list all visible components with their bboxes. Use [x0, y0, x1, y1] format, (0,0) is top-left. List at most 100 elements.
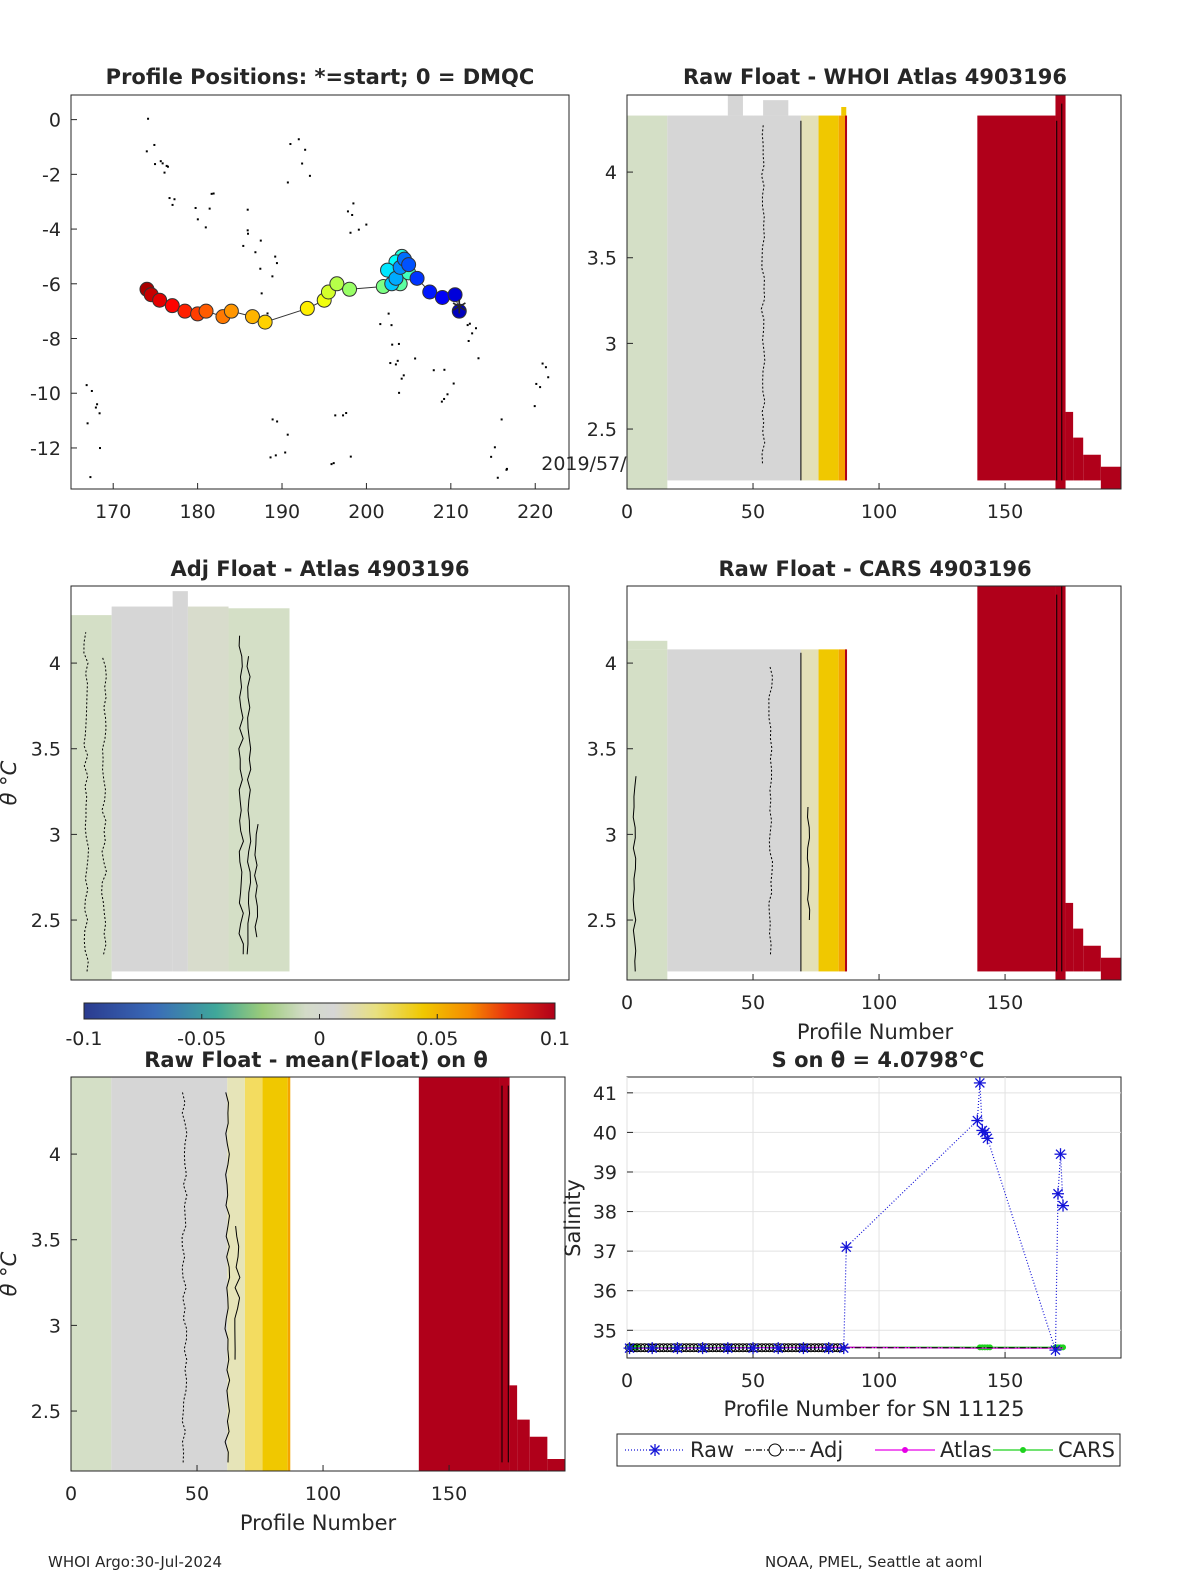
positions-xtick-label: 200: [348, 501, 384, 523]
profile-marker: [198, 303, 214, 319]
whoi-cell: [1100, 466, 1121, 489]
land-dot: [301, 162, 304, 165]
land-dot: [308, 174, 311, 177]
colorbar-tick-label: -0.1: [65, 1028, 102, 1050]
profile-marker: [342, 281, 358, 297]
positions-xtick-label: 180: [179, 501, 215, 523]
land-dot: [212, 192, 215, 195]
land-dot: [346, 210, 349, 213]
raw-star-stroke: [647, 1343, 658, 1354]
land-dot: [286, 433, 289, 436]
land-dot: [210, 192, 213, 195]
land-dot: [535, 382, 538, 385]
land-dot: [242, 244, 245, 247]
land-dot: [397, 342, 400, 345]
whoi-axes: [626, 94, 1122, 490]
mean-panel: Raw Float - mean(Float) on θ 0 50 100 150 4 3…: [0, 1048, 566, 1535]
whoi-cell: [763, 100, 789, 116]
raw-point: [721, 1342, 734, 1355]
land-dot: [266, 312, 269, 315]
positions-markers: *: [139, 248, 467, 330]
raw-point: [1051, 1187, 1064, 1200]
raw-star-stroke: [841, 1242, 852, 1253]
profile-marker: [447, 287, 463, 303]
land-dot: [275, 262, 278, 265]
land-dot: [389, 362, 392, 365]
positions-panel: Profile Positions: *=start; 0 = DMQC 170…: [30, 65, 651, 523]
mean-axes: [70, 1076, 566, 1472]
land-dot: [254, 251, 257, 254]
land-dot: [533, 405, 536, 408]
colorbar-tick-label: 0.1: [540, 1028, 570, 1050]
cars-ytick-label: 3.5: [587, 739, 617, 761]
raw-star-stroke: [798, 1343, 809, 1354]
footer-right: NOAA, PMEL, Seattle at aoml: [765, 1553, 982, 1571]
land-dot: [402, 374, 405, 377]
raw-point: [822, 1342, 835, 1355]
land-dot: [474, 327, 477, 330]
whoi-cell: [977, 115, 1056, 481]
cars-ytick-label: 4: [605, 653, 617, 675]
salinity-ytick-label: 38: [593, 1202, 617, 1224]
raw-star-stroke: [697, 1343, 708, 1354]
positions-xtick-label: 210: [433, 501, 469, 523]
cars-cell: [1065, 902, 1074, 972]
raw-star-stroke: [838, 1343, 849, 1354]
salinity-xtick-label: 100: [861, 1370, 897, 1392]
profile-marker: [451, 303, 467, 319]
land-dot: [271, 418, 274, 421]
salinity-axes: [626, 1076, 1122, 1359]
mean-cell: [262, 1077, 288, 1471]
positions-ytick-label: -6: [42, 274, 61, 296]
land-dot: [334, 414, 337, 417]
land-dot: [284, 451, 287, 454]
land-dot: [145, 150, 148, 153]
land-dot: [332, 462, 335, 465]
land-dot: [443, 397, 446, 400]
cars-cell: [818, 649, 839, 972]
raw-star-stroke: [823, 1343, 834, 1354]
land-dot: [161, 162, 164, 165]
legend-label: Adj: [810, 1438, 843, 1462]
cars-cell: [667, 649, 754, 972]
land-dot: [398, 391, 401, 394]
raw-point: [671, 1342, 684, 1355]
land-dot: [89, 476, 92, 479]
raw-point: [1049, 1344, 1062, 1357]
land-dot: [173, 198, 176, 201]
adj-title: Adj Float - Atlas 4903196: [170, 557, 469, 581]
mean-xtick-label: 0: [65, 1483, 77, 1505]
land-dot: [365, 223, 368, 226]
raw-point: [797, 1342, 810, 1355]
profile-marker: [257, 314, 273, 330]
positions-xtick-label: 220: [517, 501, 553, 523]
cars-xtick-label: 100: [861, 992, 897, 1014]
land-dot: [86, 422, 89, 425]
land-dot: [166, 165, 169, 168]
whoi-cell: [1055, 95, 1066, 489]
raw-star-stroke: [979, 1127, 990, 1138]
salinity-ytick-label: 37: [593, 1241, 617, 1263]
mean-ytick-label: 3: [49, 1315, 61, 1337]
whoi-xtick-label: 50: [741, 501, 765, 523]
whoi-contour: [760, 124, 766, 464]
cars-contour: [632, 776, 637, 972]
land-dot: [539, 386, 542, 389]
positions-ytick-label: -12: [30, 438, 61, 460]
raw-star-stroke: [748, 1343, 758, 1354]
legend-label: Raw: [690, 1438, 734, 1462]
land-dot: [96, 403, 99, 406]
land-dot: [154, 163, 157, 166]
land-dot: [440, 400, 443, 403]
land-dot: [394, 363, 397, 366]
land-dot: [345, 412, 348, 415]
raw-point: [1054, 1148, 1067, 1161]
salinity-ytick-label: 40: [593, 1122, 617, 1144]
raw-point: [1057, 1199, 1070, 1212]
adj-cell: [172, 591, 188, 972]
salinity-xlabel: Profile Number for SN 11125: [723, 1397, 1024, 1421]
land-dot: [505, 467, 508, 470]
adj-ylabel: θ °C: [0, 760, 21, 805]
land-dot: [500, 418, 503, 421]
mean-cell: [499, 1077, 510, 1471]
